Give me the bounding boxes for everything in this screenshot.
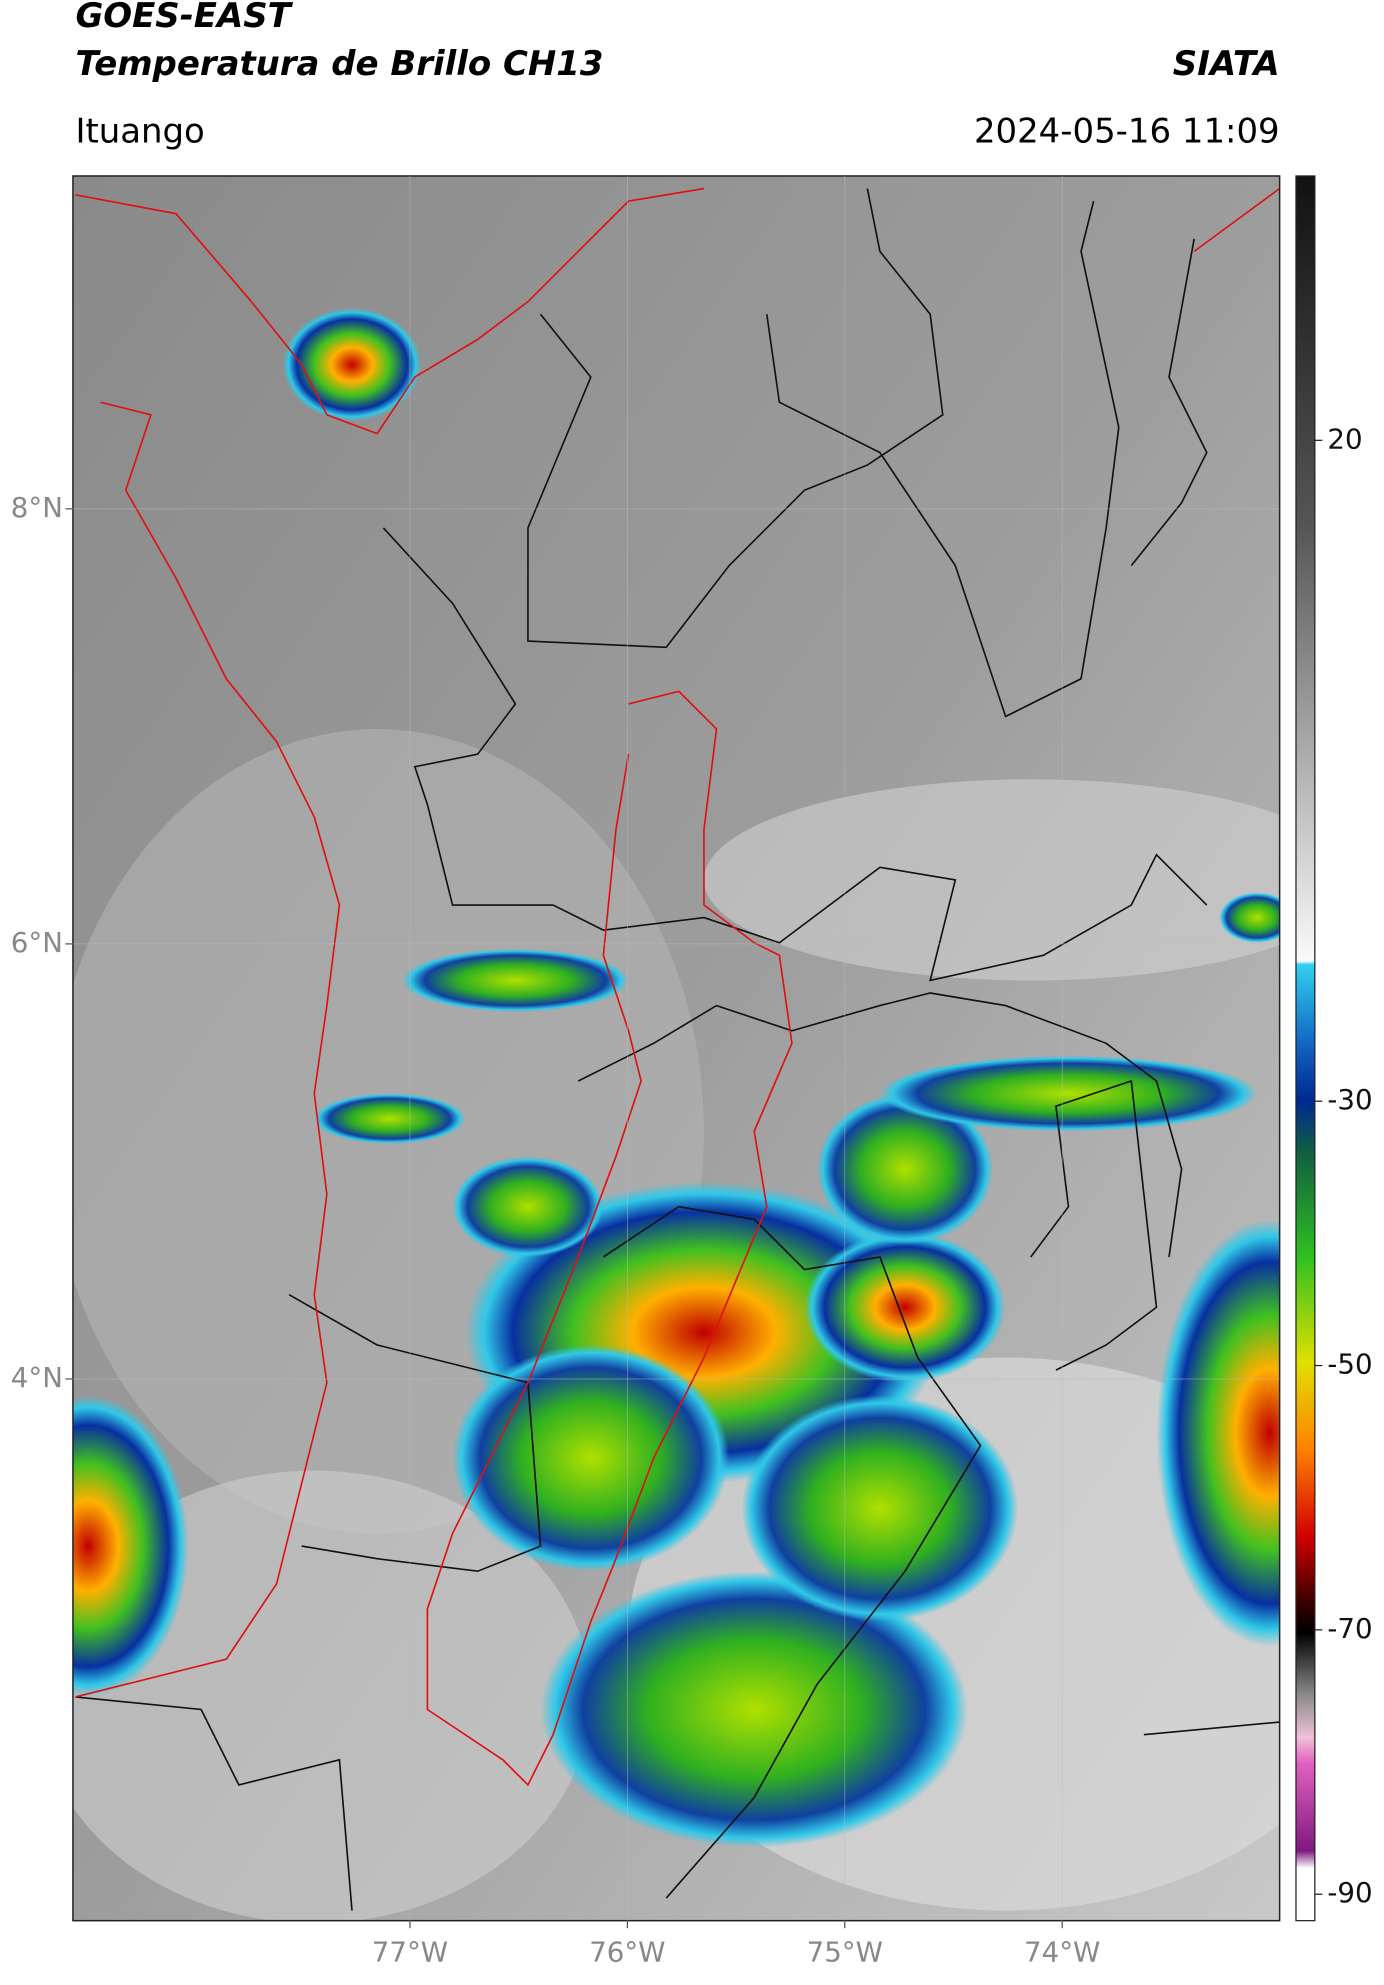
x-tick-label: 76°W [589, 1935, 665, 1968]
brand: SIATA [1173, 45, 1280, 84]
graticule: 8°N 6°N 4°N 77°W 76°W 75°W 74°W [11, 175, 1280, 1968]
subtitle: Temperatura de Brillo CH13 [75, 45, 603, 84]
datetime: 2024-05-16 11:09 [974, 113, 1280, 152]
y-tick-label: 8°N [11, 491, 63, 524]
map-frame [72, 175, 1281, 1922]
y-tick-label: 6°N [11, 926, 63, 959]
colorbar-tick-label: 20 [1327, 422, 1362, 455]
title: GOES-EAST [75, 0, 293, 36]
x-tick-label: 74°W [1024, 1935, 1100, 1968]
x-tick-label: 75°W [807, 1935, 883, 1968]
x-tick-label: 77°W [372, 1935, 448, 1968]
colorbar-tick-label: -50 [1327, 1348, 1372, 1381]
y-tick-label: 4°N [11, 1361, 63, 1394]
map-image [72, 175, 1280, 1921]
colorbar [1295, 175, 1316, 1922]
colorbar-tick-label: -70 [1327, 1612, 1372, 1645]
colorbar-tick-label: -90 [1327, 1876, 1372, 1909]
colorbar-ticks: 20 -30 -50 -70 -90 [1314, 422, 1373, 1909]
colorbar-tick-label: -30 [1327, 1083, 1372, 1116]
location: Ituango [75, 113, 204, 152]
